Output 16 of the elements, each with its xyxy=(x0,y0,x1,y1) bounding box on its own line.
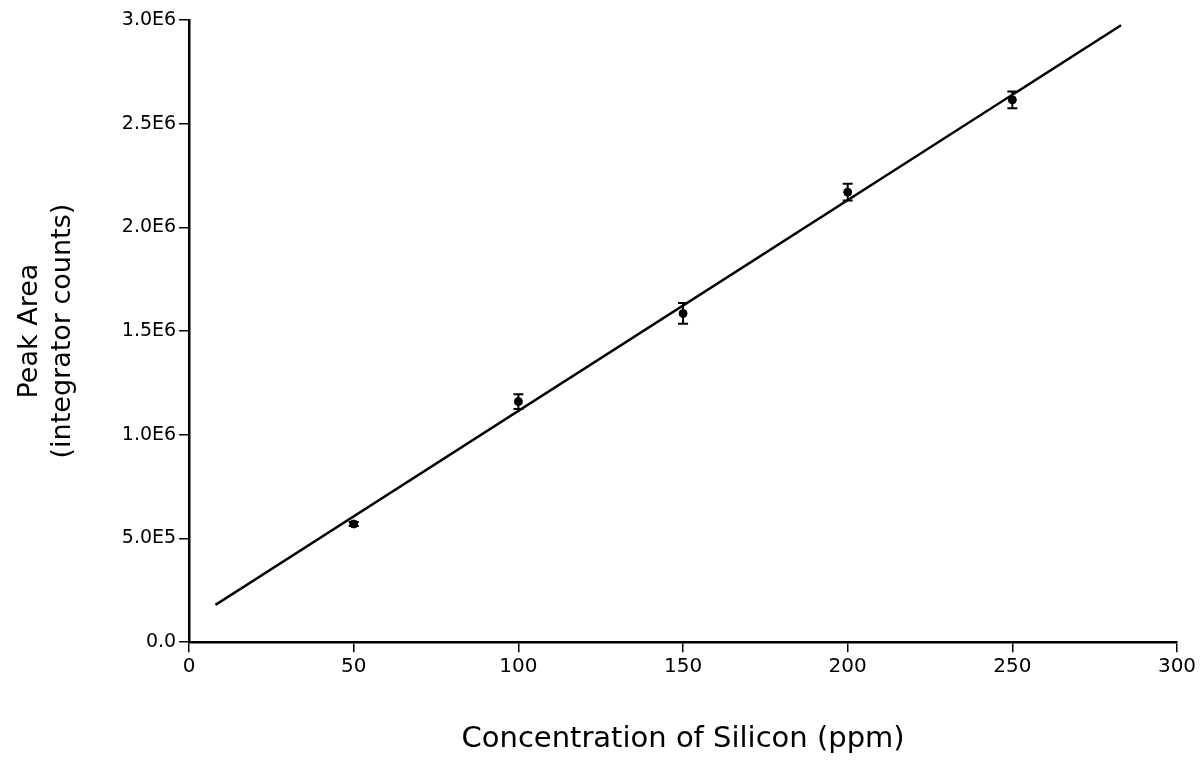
y-tick-label: 0.0 xyxy=(145,629,177,652)
y-tick-label: 5.0E5 xyxy=(121,525,177,548)
y-tick-label: 3.0E6 xyxy=(121,6,177,29)
y-tick-label: 2.5E6 xyxy=(121,110,177,133)
x-tick-label: 100 xyxy=(499,653,538,678)
y-axis-title: Peak Area (integrator counts) xyxy=(12,203,76,459)
x-tick-label: 250 xyxy=(993,653,1032,678)
x-axis-title: Concentration of Silicon (ppm) xyxy=(461,720,905,755)
x-tick-label: 0 xyxy=(182,653,196,678)
x-tick-label: 300 xyxy=(1157,653,1197,678)
y-tick-label: 1.5E6 xyxy=(121,318,177,341)
x-tick-label: 200 xyxy=(828,653,867,678)
y-tick-label: 2.0E6 xyxy=(121,214,177,237)
x-tick-label: 150 xyxy=(663,653,703,678)
y-tick-label: 1.0E6 xyxy=(121,421,177,444)
x-tick-label: 50 xyxy=(341,653,367,678)
